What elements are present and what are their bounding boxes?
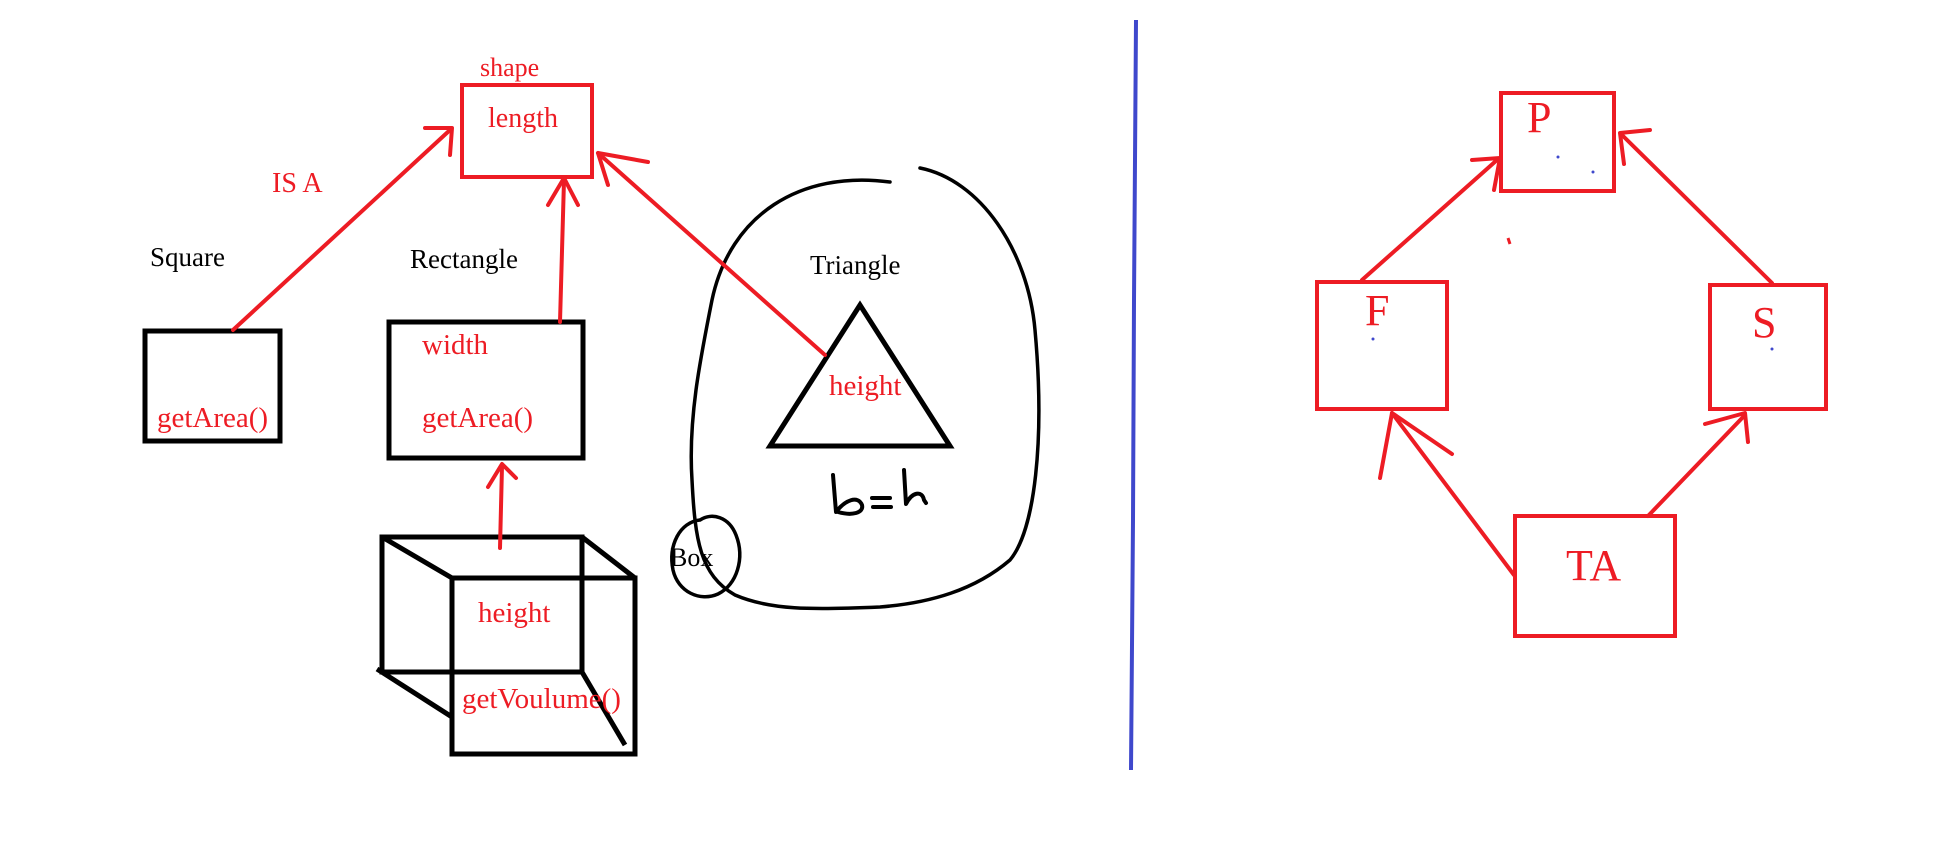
rectangle-width-field: width [422,329,489,361]
box-label-circle [670,514,742,599]
p-box [1499,91,1616,193]
square-getarea-method: getArea() [157,402,268,434]
b-equals-h-note [831,468,928,516]
divider-line [1129,19,1138,771]
box-cube-front-face [449,575,638,757]
p-label: P [1527,93,1551,142]
stray-dots [1371,155,1774,351]
f-label: F [1365,286,1389,335]
shape-title: shape [480,53,539,82]
inheritance-arrows-right [1360,128,1774,577]
box-height-field: height [478,597,551,629]
shape-length-field: length [488,103,558,134]
box-getvolume-method: getVoulume() [462,683,621,715]
rectangle-title: Rectangle [410,244,518,274]
shape-box [460,83,594,179]
right-diamond-diagram: P F S TA [1315,91,1828,638]
square-box [142,328,283,444]
box-cube-edges [375,534,637,747]
left-inheritance-diagram: shape length IS A Square getArea() Recta… [142,53,1041,757]
s-label: S [1752,298,1776,347]
is-a-label: IS A [272,168,323,199]
square-title: Square [150,242,225,272]
f-box [1315,280,1449,411]
triangle-grouping-blob [689,166,1041,611]
rectangle-box [386,319,586,461]
rectangle-getarea-method: getArea() [422,402,533,434]
box-title: Box [670,543,713,572]
inheritance-arrows-left [231,126,827,550]
triangle-shape [765,300,955,449]
ta-label: TA [1566,541,1621,590]
triangle-height-field: height [829,370,902,402]
s-box [1708,283,1828,411]
box-cube-back-face [379,534,585,675]
triangle-title: Triangle [810,250,901,280]
